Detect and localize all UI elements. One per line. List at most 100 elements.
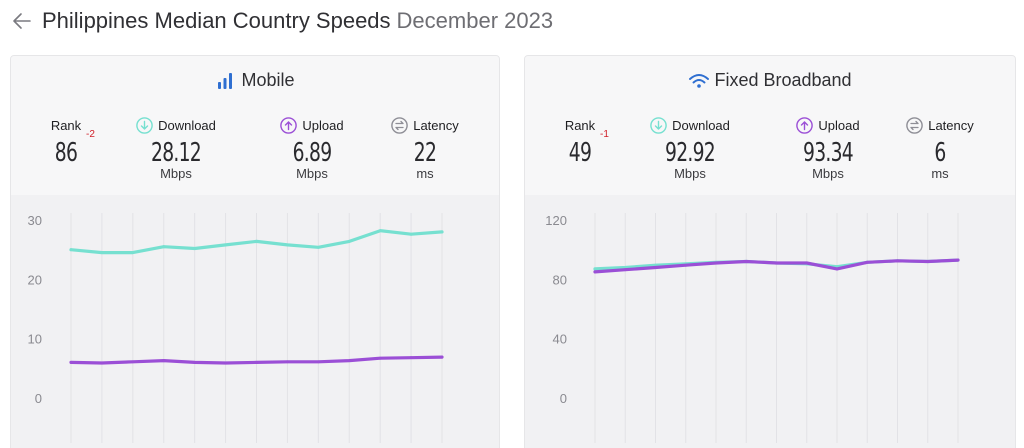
mobile-chart-download-point <box>409 232 413 236</box>
mobile-download-label: Download <box>158 117 216 133</box>
mobile-upload-unit: Mbps <box>296 166 328 181</box>
fixed-latency-value: 6 <box>934 138 946 168</box>
fixed-chart-upload-point <box>896 259 899 263</box>
fixed-chart-upload-point <box>684 263 688 267</box>
mobile-download: Download 28.12 Mbps <box>121 116 231 181</box>
mobile-chart-upload-point <box>193 361 197 364</box>
mobile-rank: Rank 86 -2 <box>11 116 121 169</box>
mobile-rank-value: 86 <box>54 138 78 168</box>
mobile-chart-upload-point <box>69 361 73 364</box>
page-title-country: Philippines Median Country Speeds <box>42 8 391 33</box>
mobile-chart-download-point <box>286 243 289 247</box>
fixed-chart-upload-point <box>775 261 778 265</box>
fixed-broadband-card: Fixed Broadband Rank 49 -1 Download 92.9… <box>524 55 1016 448</box>
mobile-download-value: 28.12 <box>151 138 202 168</box>
fixed-chart-upload-point <box>865 260 869 264</box>
fixed-title-label: Fixed Broadband <box>714 70 852 90</box>
mobile-chart-upload-point <box>162 359 166 363</box>
mobile-upload-label: Upload <box>302 117 344 133</box>
fixed-chart-ytick-label: 80 <box>553 272 567 287</box>
mobile-chart-upload-point <box>255 361 258 364</box>
fixed-chart-upload-point <box>835 267 839 271</box>
mobile-chart-download-point <box>131 251 135 255</box>
mobile-chart-upload-point <box>347 359 351 363</box>
fixed-rank-value: 49 <box>568 138 592 168</box>
upload-icon <box>796 116 814 134</box>
mobile-chart-upload-point <box>224 361 227 365</box>
fixed-latency-unit: ms <box>931 166 949 181</box>
mobile-chart-upload-point <box>378 356 382 360</box>
fixed-card-title: Fixed Broadband <box>525 70 1015 91</box>
mobile-chart-download-point <box>224 243 227 247</box>
mobile-chart-upload-point <box>286 360 289 364</box>
mobile-upload: Upload 6.89 Mbps <box>257 116 367 181</box>
mobile-chart-upload-point <box>131 360 135 364</box>
mobile-rank-change: -2 <box>86 129 95 140</box>
fixed-latency-label: Latency <box>928 117 974 133</box>
mobile-chart-download-point <box>100 251 104 255</box>
fixed-upload-label: Upload <box>818 117 860 133</box>
mobile-download-unit: Mbps <box>160 166 192 181</box>
page-header: Philippines Median Country Speeds Decembe… <box>10 6 553 36</box>
download-icon <box>650 116 667 134</box>
mobile-title-label: Mobile <box>241 70 295 90</box>
mobile-chart-ytick-label: 30 <box>28 213 42 228</box>
fixed-download-value: 92.92 <box>665 138 716 168</box>
download-icon <box>136 116 153 134</box>
mobile-chart-ytick-label: 10 <box>28 332 42 347</box>
fixed-upload-value: 93.34 <box>803 138 854 168</box>
fixed-chart-upload-point <box>654 266 657 269</box>
back-arrow-icon[interactable] <box>10 9 34 33</box>
mobile-upload-value: 6.89 <box>292 138 333 168</box>
fixed-chart-upload-point <box>926 260 930 263</box>
mobile-latency-label: Latency <box>413 117 459 133</box>
fixed-chart-upload-point <box>956 258 960 262</box>
fixed-upload: Upload 93.34 Mbps <box>773 116 883 181</box>
mobile-chart-upload-point <box>316 360 320 364</box>
fixed-rank: Rank 49 -1 <box>525 116 635 169</box>
mobile-card-title: Mobile <box>11 70 499 91</box>
fixed-chart-ytick-label: 40 <box>553 332 567 347</box>
fixed-chart-svg: 0 40 80 120 <box>545 213 960 443</box>
fixed-chart-ytick-label: 0 <box>560 391 567 406</box>
mobile-chart-svg: 0 10 20 30 <box>28 213 444 443</box>
mobile-latency-value: 22 <box>413 138 437 168</box>
mobile-chart: 0 10 20 30 <box>11 195 499 448</box>
mobile-card: Mobile Rank 86 -2 Download 28.12 Mbps Up… <box>10 55 500 448</box>
fixed-summary: Fixed Broadband Rank 49 -1 Download 92.9… <box>525 56 1015 195</box>
mobile-chart-ytick-label: 20 <box>28 272 42 287</box>
fixed-chart-upload-point <box>805 261 809 265</box>
fixed-download-label: Download <box>672 117 730 133</box>
mobile-chart-download-point <box>193 247 197 250</box>
mobile-chart-download-point <box>162 245 166 249</box>
fixed-latency: Latency 6 ms <box>885 116 995 181</box>
mobile-chart-download-point <box>347 239 351 243</box>
signal-bars-icon <box>215 72 237 90</box>
mobile-summary: Mobile Rank 86 -2 Download 28.12 Mbps Up… <box>11 56 499 195</box>
fixed-chart: 0 40 80 120 <box>525 195 1015 448</box>
page-title: Philippines Median Country Speeds Decembe… <box>42 8 553 34</box>
fixed-download: Download 92.92 Mbps <box>635 116 745 181</box>
fixed-chart-upload-point <box>714 261 718 265</box>
fixed-chart-upload-point <box>593 270 597 274</box>
mobile-chart-download-point <box>378 229 382 233</box>
latency-icon <box>391 116 409 134</box>
mobile-chart-upload-point <box>440 355 444 359</box>
mobile-chart-upload-point <box>100 361 104 365</box>
wifi-icon <box>688 72 710 90</box>
mobile-latency: Latency 22 ms <box>370 116 480 181</box>
mobile-chart-download-point <box>69 248 73 252</box>
fixed-chart-download-point <box>593 267 597 271</box>
latency-icon <box>906 116 924 134</box>
mobile-rank-label: Rank <box>50 117 82 133</box>
upload-icon <box>280 116 298 134</box>
fixed-chart-upload-point <box>623 268 627 272</box>
mobile-chart-upload-point <box>409 356 413 360</box>
mobile-chart-download-point <box>440 230 444 234</box>
mobile-latency-unit: ms <box>416 166 434 181</box>
mobile-chart-download-point <box>316 245 320 249</box>
fixed-rank-label: Rank <box>564 117 596 133</box>
fixed-chart-upload-point <box>744 260 748 263</box>
fixed-chart-ytick-label: 120 <box>545 213 567 228</box>
mobile-chart-download-point <box>255 239 258 243</box>
